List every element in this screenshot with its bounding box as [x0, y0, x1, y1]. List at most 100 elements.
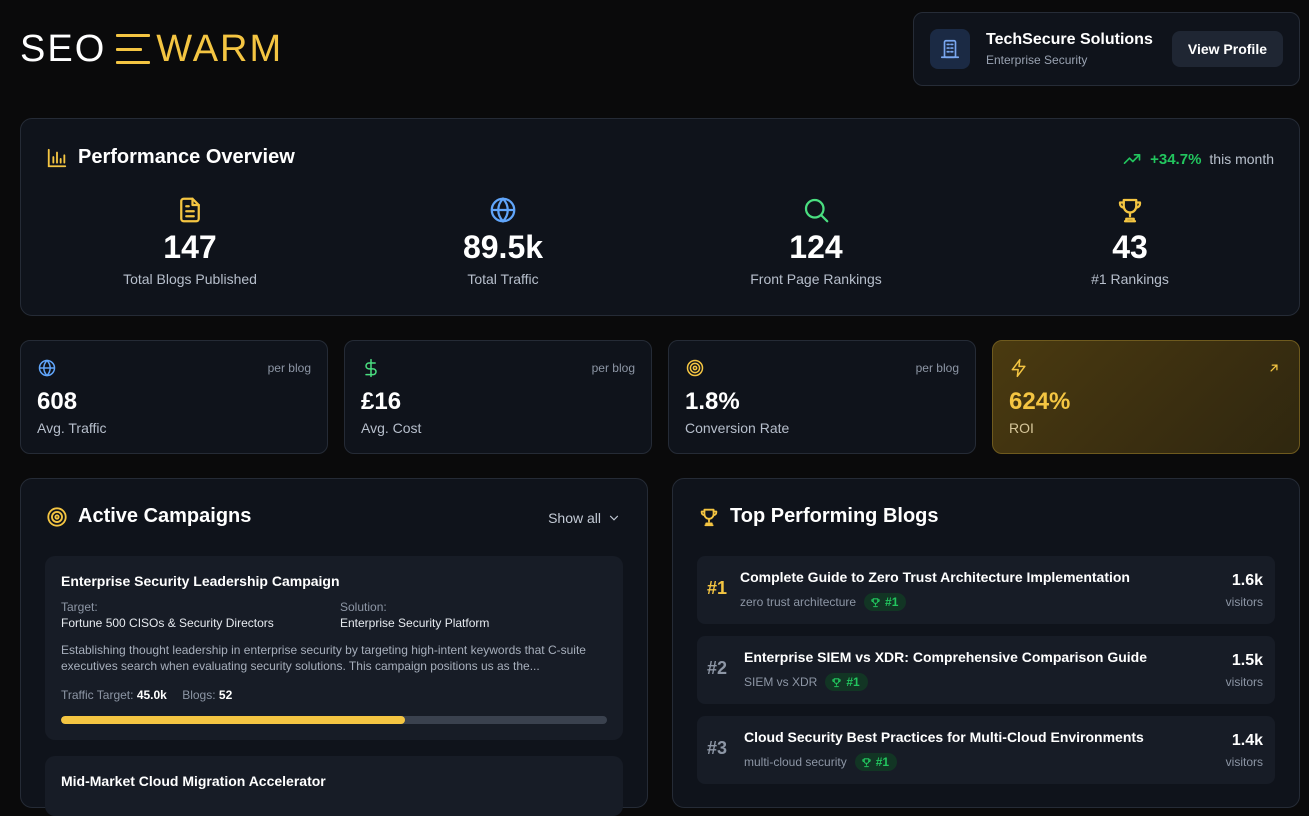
blogs-count-value: 52: [218, 688, 233, 702]
show-all-label: Show all: [548, 510, 601, 526]
performance-title: Performance Overview: [46, 146, 295, 169]
metric-avg-traffic: per blog 608 Avg. Traffic: [20, 340, 328, 454]
trophy-icon: [861, 757, 876, 768]
blog-rank: #2: [707, 658, 728, 678]
blog-row[interactable]: #3 Cloud Security Best Practices for Mul…: [697, 716, 1275, 784]
top-blogs-title: Top Performing Blogs: [698, 505, 939, 528]
trophy-icon: [698, 506, 730, 528]
metric-value: 1.8%: [685, 388, 740, 415]
metric-avg-cost: per blog £16 Avg. Cost: [344, 340, 652, 454]
blog-visitors-label: visitors: [1225, 675, 1263, 689]
blog-row[interactable]: #2 Enterprise SIEM vs XDR: Comprehensive…: [697, 636, 1275, 704]
stat-label: Total Blogs Published: [123, 271, 257, 287]
traffic-target-value: 45.0k: [136, 688, 167, 702]
blog-keyword-line: multi-cloud security #1: [744, 753, 898, 771]
target-icon: [46, 506, 78, 528]
trophy-icon: [831, 677, 846, 688]
stat-label: #1 Rankings: [1091, 271, 1169, 287]
bar-chart-icon: [46, 147, 78, 169]
blog-visitors: 1.6k: [1231, 572, 1263, 589]
performance-title-text: Performance Overview: [78, 146, 295, 168]
campaign-description: Establishing thought leadership in enter…: [61, 643, 586, 673]
blog-visitors-label: visitors: [1225, 755, 1263, 769]
trend-value: +34.7%: [1150, 150, 1202, 168]
dollar-icon: [361, 358, 381, 378]
logo-warm-text: WARM: [156, 28, 284, 70]
metric-label: Avg. Traffic: [37, 420, 107, 436]
search-icon: [716, 195, 916, 225]
target-icon: [685, 358, 705, 378]
client-industry: Enterprise Security: [986, 53, 1088, 67]
chevron-down-icon: [601, 511, 621, 525]
traffic-target-label: Traffic Target:: [61, 688, 134, 702]
trophy-icon: [1030, 195, 1230, 225]
active-campaigns-panel: Active Campaigns Show all Enterprise Sec…: [20, 478, 648, 816]
metric-label: Conversion Rate: [685, 420, 790, 436]
campaign-solution-label: Solution:: [340, 600, 387, 614]
monthly-trend: +34.7% this month: [1122, 149, 1274, 169]
blog-visitors-label: visitors: [1225, 595, 1263, 609]
top-blogs-panel: Top Performing Blogs #1 Complete Guide t…: [672, 478, 1300, 808]
metric-unit: per blog: [267, 361, 311, 375]
campaign-target-label: Target:: [61, 600, 98, 614]
ranking-badge: #1: [864, 593, 907, 611]
ranking-badge: #1: [854, 753, 898, 771]
stat-label: Total Traffic: [467, 271, 539, 287]
logo[interactable]: SEO WARM: [20, 30, 283, 68]
top-blogs-title-text: Top Performing Blogs: [730, 505, 939, 527]
stat-total-traffic: 89.5k Total Traffic: [403, 195, 603, 287]
blog-keyword: SIEM vs XDR: [744, 675, 818, 689]
metric-unit: per blog: [915, 361, 959, 375]
ranking-badge: #1: [825, 673, 868, 691]
blog-keyword-line: SIEM vs XDR #1: [744, 673, 868, 691]
stat-value: 43: [1112, 229, 1148, 265]
metric-roi[interactable]: 624% ROI: [992, 340, 1300, 454]
blogs-count-label: Blogs:: [182, 688, 216, 702]
logo-mark-icon: [116, 34, 151, 64]
stat-number-one-rankings: 43 #1 Rankings: [1030, 195, 1230, 287]
campaign-card[interactable]: Mid-Market Cloud Migration Accelerator: [45, 756, 623, 816]
trend-label: this month: [1209, 151, 1274, 167]
ranking-badge-text: #1: [846, 675, 860, 689]
metric-unit: per blog: [591, 361, 635, 375]
blog-row[interactable]: #1 Complete Guide to Zero Trust Architec…: [697, 556, 1275, 624]
metric-value: 608: [37, 388, 78, 415]
stat-label: Front Page Rankings: [750, 271, 882, 287]
metric-label: ROI: [1009, 420, 1034, 436]
metric-conversion-rate: per blog 1.8% Conversion Rate: [668, 340, 976, 454]
blog-rank: #1: [707, 578, 728, 598]
blog-rank: #3: [707, 738, 728, 758]
performance-overview-panel: Performance Overview +34.7% this month 1…: [20, 118, 1300, 316]
campaigns-title: Active Campaigns: [46, 505, 251, 528]
stat-front-page-rankings: 124 Front Page Rankings: [716, 195, 916, 287]
trophy-icon: [870, 597, 885, 608]
campaign-progress-fill: [61, 716, 405, 724]
client-name: TechSecure Solutions: [986, 31, 1153, 48]
blog-title: Enterprise SIEM vs XDR: Comprehensive Co…: [744, 649, 1147, 665]
blog-keyword: multi-cloud security: [744, 755, 847, 769]
blog-keyword-line: zero trust architecture #1: [740, 593, 907, 611]
campaign-target-value: Fortune 500 CISOs & Security Directors: [61, 616, 274, 630]
metric-value: £16: [361, 388, 402, 415]
blog-keyword: zero trust architecture: [740, 595, 857, 609]
view-profile-button[interactable]: View Profile: [1171, 31, 1283, 67]
metric-label: Avg. Cost: [361, 420, 422, 436]
campaign-title: Mid-Market Cloud Migration Accelerator: [61, 773, 326, 789]
metric-value: 624%: [1009, 388, 1071, 415]
ranking-badge-text: #1: [875, 755, 890, 769]
trending-up-icon: [1122, 149, 1142, 169]
campaign-card[interactable]: Enterprise Security Leadership Campaign …: [45, 556, 623, 740]
globe-icon: [37, 358, 57, 378]
campaigns-title-text: Active Campaigns: [78, 505, 252, 527]
globe-icon: [403, 195, 603, 225]
arrow-up-right-icon[interactable]: [1267, 361, 1281, 375]
campaign-solution-value: Enterprise Security Platform: [340, 616, 490, 630]
client-profile-card: TechSecure Solutions Enterprise Security…: [913, 12, 1300, 86]
document-icon: [90, 195, 290, 225]
campaign-title: Enterprise Security Leadership Campaign: [61, 573, 340, 589]
stat-value: 124: [789, 229, 843, 265]
show-all-toggle[interactable]: Show all: [548, 510, 621, 526]
campaign-progress-bar: [61, 716, 607, 724]
building-icon: [930, 29, 970, 69]
campaign-meta: Traffic Target: 45.0k Blogs: 52: [61, 688, 232, 702]
